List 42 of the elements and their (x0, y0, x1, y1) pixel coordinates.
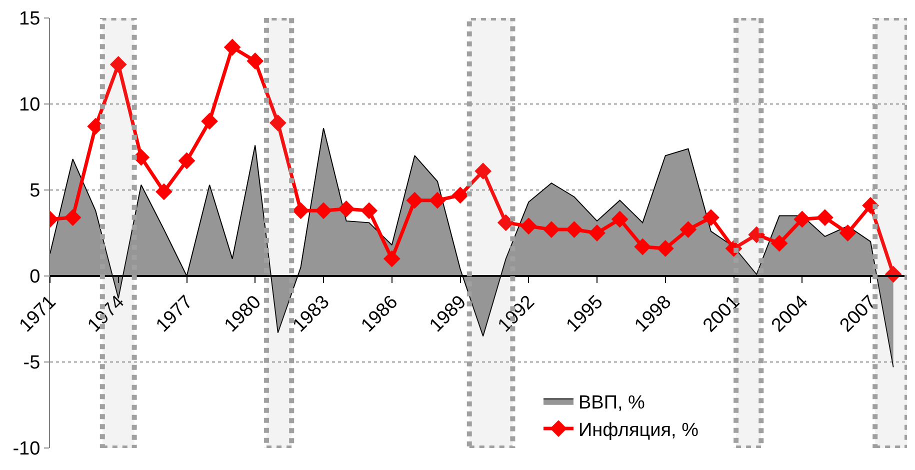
point (862, 197, 879, 214)
point (702, 209, 720, 226)
point (566, 221, 583, 238)
point (338, 200, 355, 218)
point (156, 183, 172, 200)
point (794, 210, 811, 228)
point (748, 226, 766, 244)
point (474, 162, 492, 180)
point (292, 202, 310, 220)
point (201, 112, 218, 130)
point (588, 224, 606, 242)
point (360, 202, 378, 220)
y-tick-label: 15 (19, 8, 40, 30)
point (542, 221, 560, 238)
y-tick-label: -5 (23, 352, 40, 374)
point (269, 114, 286, 132)
point (725, 240, 742, 257)
y-tick-label: 5 (30, 180, 40, 202)
point (611, 210, 628, 228)
point (315, 202, 332, 220)
y-tick-label: -10 (12, 438, 40, 460)
point (839, 224, 856, 242)
point (634, 238, 652, 256)
point (656, 240, 674, 257)
legend-label: ВВП, % (578, 392, 646, 414)
point (224, 38, 241, 56)
point (178, 152, 196, 170)
y-tick-label: 0 (30, 266, 40, 288)
point (816, 209, 834, 226)
point (680, 221, 697, 238)
y-tick-label: 10 (19, 94, 40, 116)
point (497, 214, 514, 232)
point (429, 192, 446, 209)
legend-label: Инфляция, % (578, 420, 699, 441)
point (110, 56, 127, 73)
point (520, 218, 538, 235)
point (64, 209, 82, 226)
point (246, 52, 264, 70)
point (452, 186, 469, 204)
point (406, 192, 424, 209)
point (770, 234, 788, 252)
point (383, 250, 400, 268)
